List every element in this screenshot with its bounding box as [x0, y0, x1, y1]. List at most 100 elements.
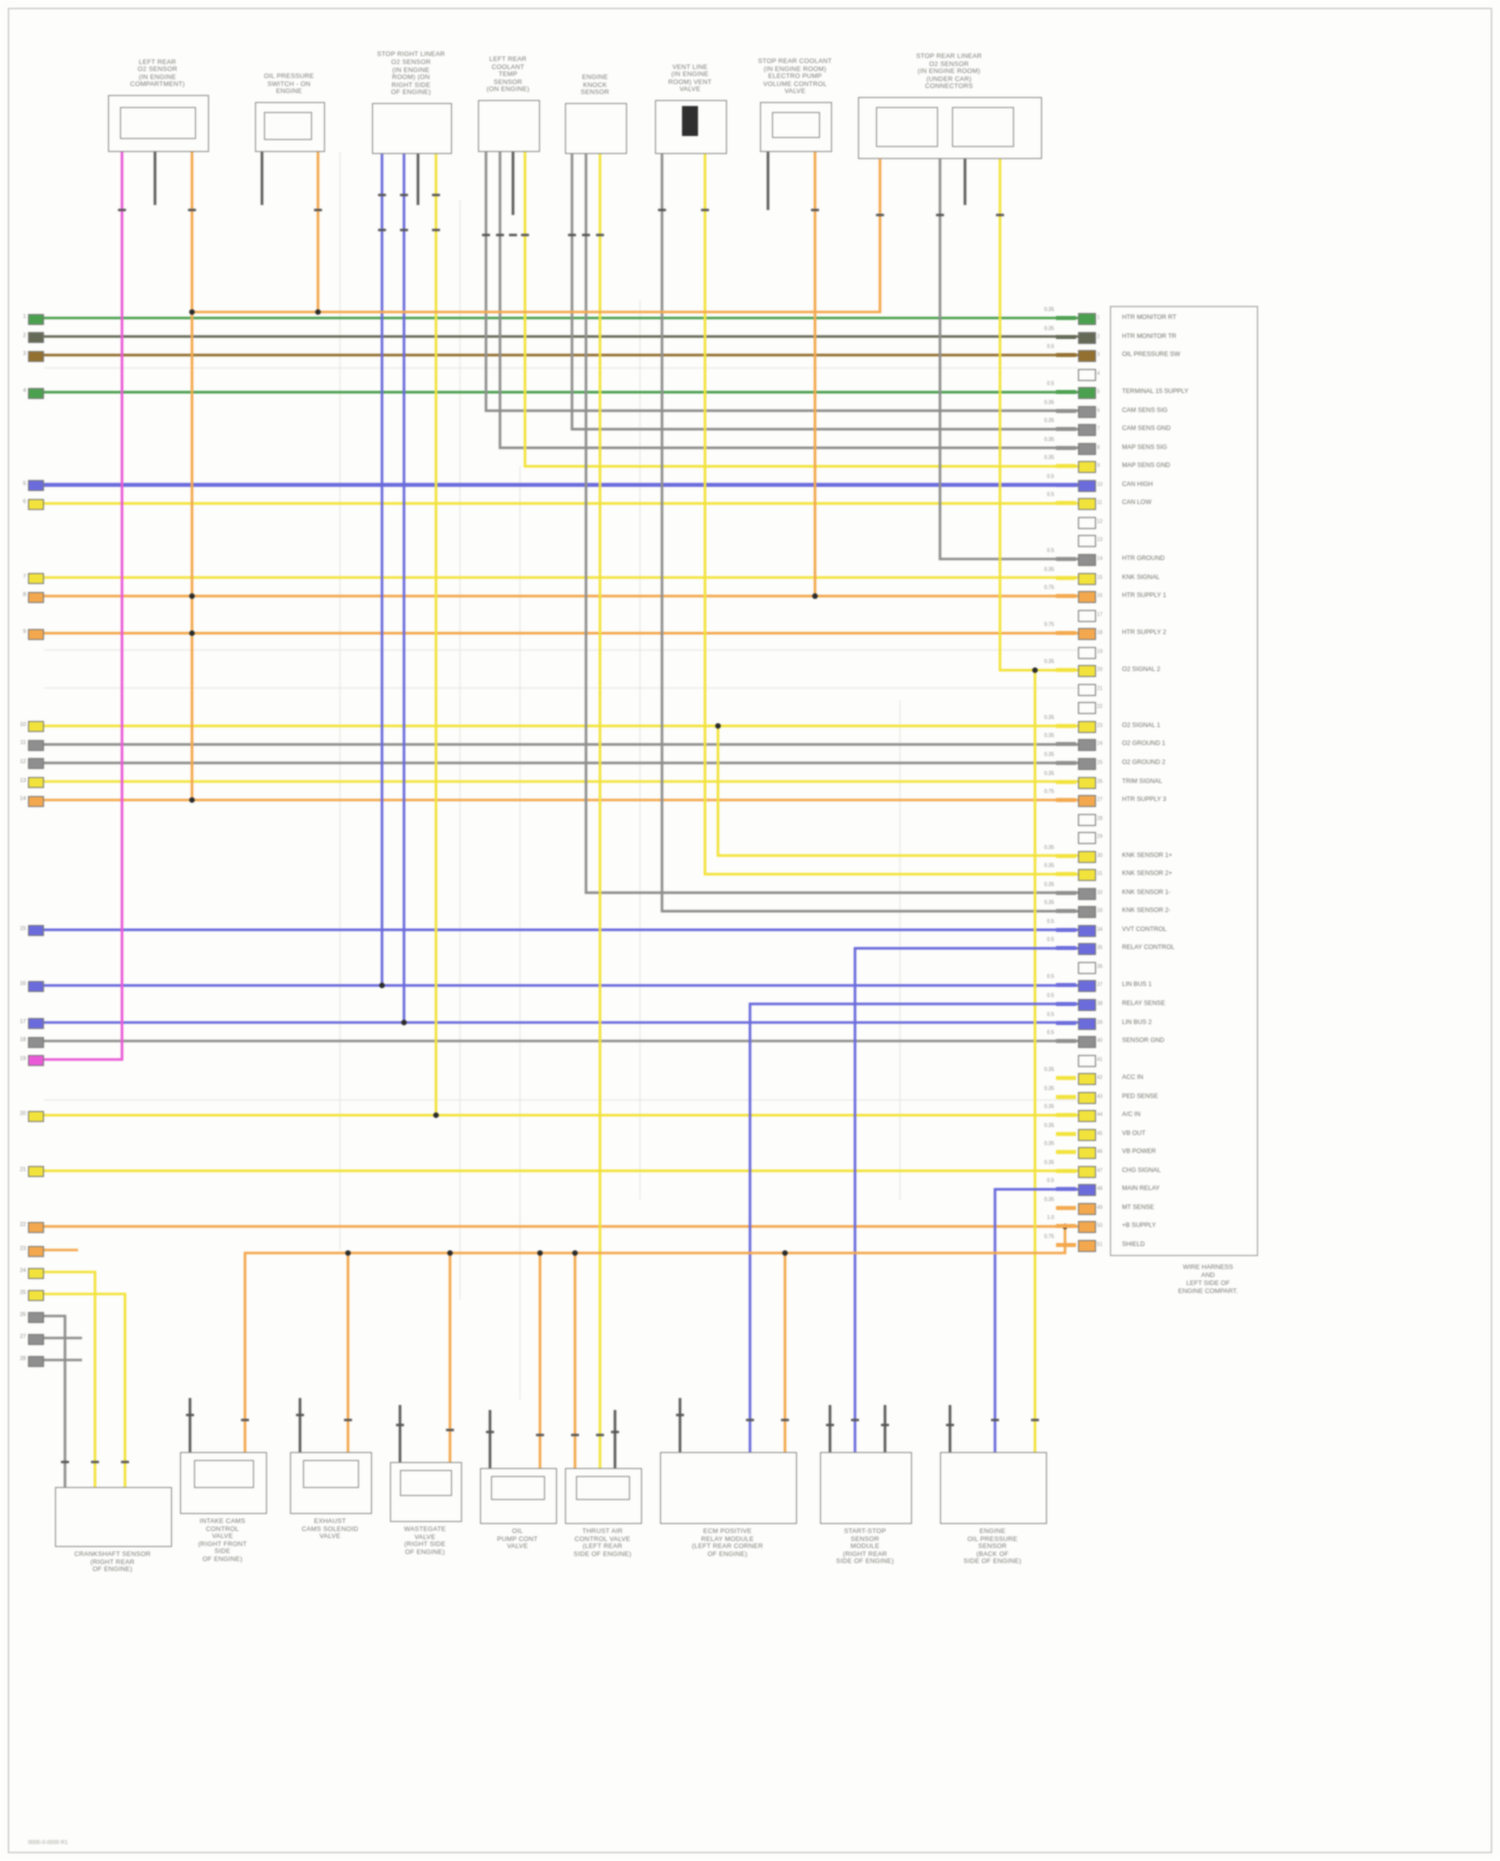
left-pin-terminal: [28, 721, 44, 733]
pin-wire-stub: [1056, 1039, 1076, 1044]
connector-pin-box: [1078, 1091, 1096, 1104]
connector-pin-label: RELAY SENSE: [1122, 999, 1166, 1007]
pin-wire-stub: [1056, 575, 1076, 580]
pin-wire-stub: [1056, 353, 1076, 358]
connector-tick: [811, 208, 819, 212]
component-label-exhaust-cam-valve: EXHAUST CAMS SOLENOID VALVE: [272, 1518, 388, 1541]
component-oil-pressure-sensor: [940, 1452, 1047, 1524]
connector-pin-label: VB POWER: [1122, 1148, 1156, 1156]
connector-pin-box: [1078, 739, 1096, 752]
wire-gauge-code: 0.75: [1044, 585, 1054, 592]
left-pin-terminal: [28, 573, 44, 584]
connector-pin-number: 16: [1097, 593, 1103, 600]
connector-tick: [482, 233, 490, 237]
component-inner-connector: [876, 107, 938, 147]
connector-tick: [61, 1460, 69, 1464]
label-line: TEMP: [498, 71, 518, 79]
label-line: START-STOP: [843, 1528, 887, 1535]
label-line: KNOCK: [582, 81, 608, 89]
connector-pin-box: [1078, 924, 1096, 937]
connector-tick: [188, 208, 196, 212]
label-line: SIDE OF ENGINE): [573, 1550, 632, 1558]
connector-pin-number: 18: [1097, 630, 1103, 637]
wire: [44, 1270, 97, 1487]
wire-gauge-code: 0.5: [1047, 473, 1054, 480]
component-knock-sensor: [565, 103, 627, 154]
component-inner-connector: [772, 112, 820, 138]
left-pin-terminal: [28, 1018, 44, 1029]
label-line: STOP REAR LINEAR: [916, 53, 982, 60]
component-inner-connector: [400, 1470, 452, 1496]
connector-pin-number: 14: [1097, 556, 1103, 563]
label-line: VENT LINE: [672, 63, 708, 71]
label-line: ELECTRO PUMP: [768, 73, 822, 81]
component-label-thrust-air-valve: THRUST AIR CONTROL VALVE (LEFT REAR SIDE OF…: [547, 1528, 658, 1558]
label-line: CRANKSHAFT SENSOR: [74, 1551, 151, 1558]
connector-pin-number: 12: [1097, 518, 1103, 525]
label-line: VALVE: [679, 86, 701, 94]
component-label-start-stop-module: START-STOP SENSOR MODULE (RIGHT REAR SIDE OF…: [802, 1528, 928, 1566]
pin-wire-stub: [1056, 501, 1076, 506]
left-pin-number: 17: [19, 1018, 26, 1025]
component-start-stop-module: [820, 1452, 912, 1524]
connector-tick: [432, 228, 440, 232]
left-pin-number: 26: [19, 1312, 26, 1318]
wire-gauge-code: 0.35: [1044, 733, 1054, 740]
component-label-volume-control-valve: STOP REAR COOLANT (IN ENGINE ROOM) ELECTRO…: [742, 58, 848, 96]
connector-pin-number: 31: [1097, 871, 1103, 878]
pin-wire-stub: [1056, 946, 1076, 951]
component-label-oil-pressure-switch: OIL PRESSURE SWITCH - ON ENGINE: [237, 73, 341, 96]
connector-pin-box: [1078, 350, 1096, 363]
connector-pin-box: [1078, 646, 1096, 659]
connector-pin-label: O2 SIGNAL 2: [1122, 666, 1161, 674]
connector-pin-box: [1078, 516, 1096, 529]
connector-tick: [991, 1418, 999, 1422]
connector-pin-box: [1078, 498, 1096, 511]
connector-pin-label: HTR MONITOR RT: [1122, 314, 1177, 321]
pin-wire-stub: [1056, 1131, 1076, 1136]
wire-gauge-code: 0.5: [1047, 1178, 1054, 1185]
pin-wire-stub: [1056, 853, 1076, 858]
connector-tick: [296, 1413, 304, 1417]
connector-pin-label: TERMINAL 15 SUPPLY: [1122, 388, 1189, 396]
wire-gauge-code: 0.35: [1044, 1141, 1054, 1148]
connector-pin-box: [1078, 479, 1096, 492]
connector-pin-box: [1078, 1017, 1096, 1030]
wire-gauge-code: 0.35: [1044, 714, 1054, 721]
wire-gauge-code: 0.35: [1044, 436, 1054, 443]
connector-pin-box: [1078, 850, 1096, 863]
wire-gauge-code: 0.35: [1044, 881, 1054, 888]
label-line: (IN ENGINE ROOM): [763, 65, 827, 73]
wire: [243, 1226, 1067, 1452]
label-line: (LEFT REAR: [582, 1543, 623, 1551]
wire-junction-dot: [447, 1250, 453, 1256]
wire: [853, 946, 1078, 1452]
connector-pin-box: [1078, 1036, 1096, 1049]
wire-gauge-code: 0.5: [1047, 918, 1054, 925]
connector-pin-box: [1078, 1240, 1096, 1252]
component-inner-connector: [120, 107, 196, 139]
wire-gauge-code: 0.35: [1044, 900, 1054, 907]
label-line: OIL: [511, 1528, 524, 1535]
connector-pin-box: [1078, 331, 1096, 344]
wire-gauge-code: 0.35: [1044, 1067, 1054, 1074]
pin-wire-stub: [1056, 742, 1076, 747]
left-pin-number: 21: [19, 1166, 26, 1173]
left-pin-terminal: [28, 1110, 44, 1122]
label-line: (RIGHT REAR: [842, 1550, 888, 1558]
label-line: (RIGHT REAR: [90, 1558, 135, 1566]
left-pin-terminal: [28, 480, 44, 492]
pin-wire-stub: [1056, 723, 1076, 728]
connector-tick: [536, 1433, 544, 1437]
wire-gauge-code: 0.35: [1044, 399, 1054, 406]
wire: [498, 150, 1078, 450]
wire-gauge-code: 1.0: [1047, 1215, 1054, 1222]
label-line: COOLANT: [491, 63, 525, 71]
wire-gauge-code: 0.35: [1044, 1085, 1054, 1092]
label-line: LEFT REAR: [138, 58, 177, 66]
connector-pin-box: [1078, 572, 1096, 585]
label-line: STOP RIGHT LINEAR: [376, 51, 446, 59]
left-pin-terminal: [28, 1355, 44, 1367]
